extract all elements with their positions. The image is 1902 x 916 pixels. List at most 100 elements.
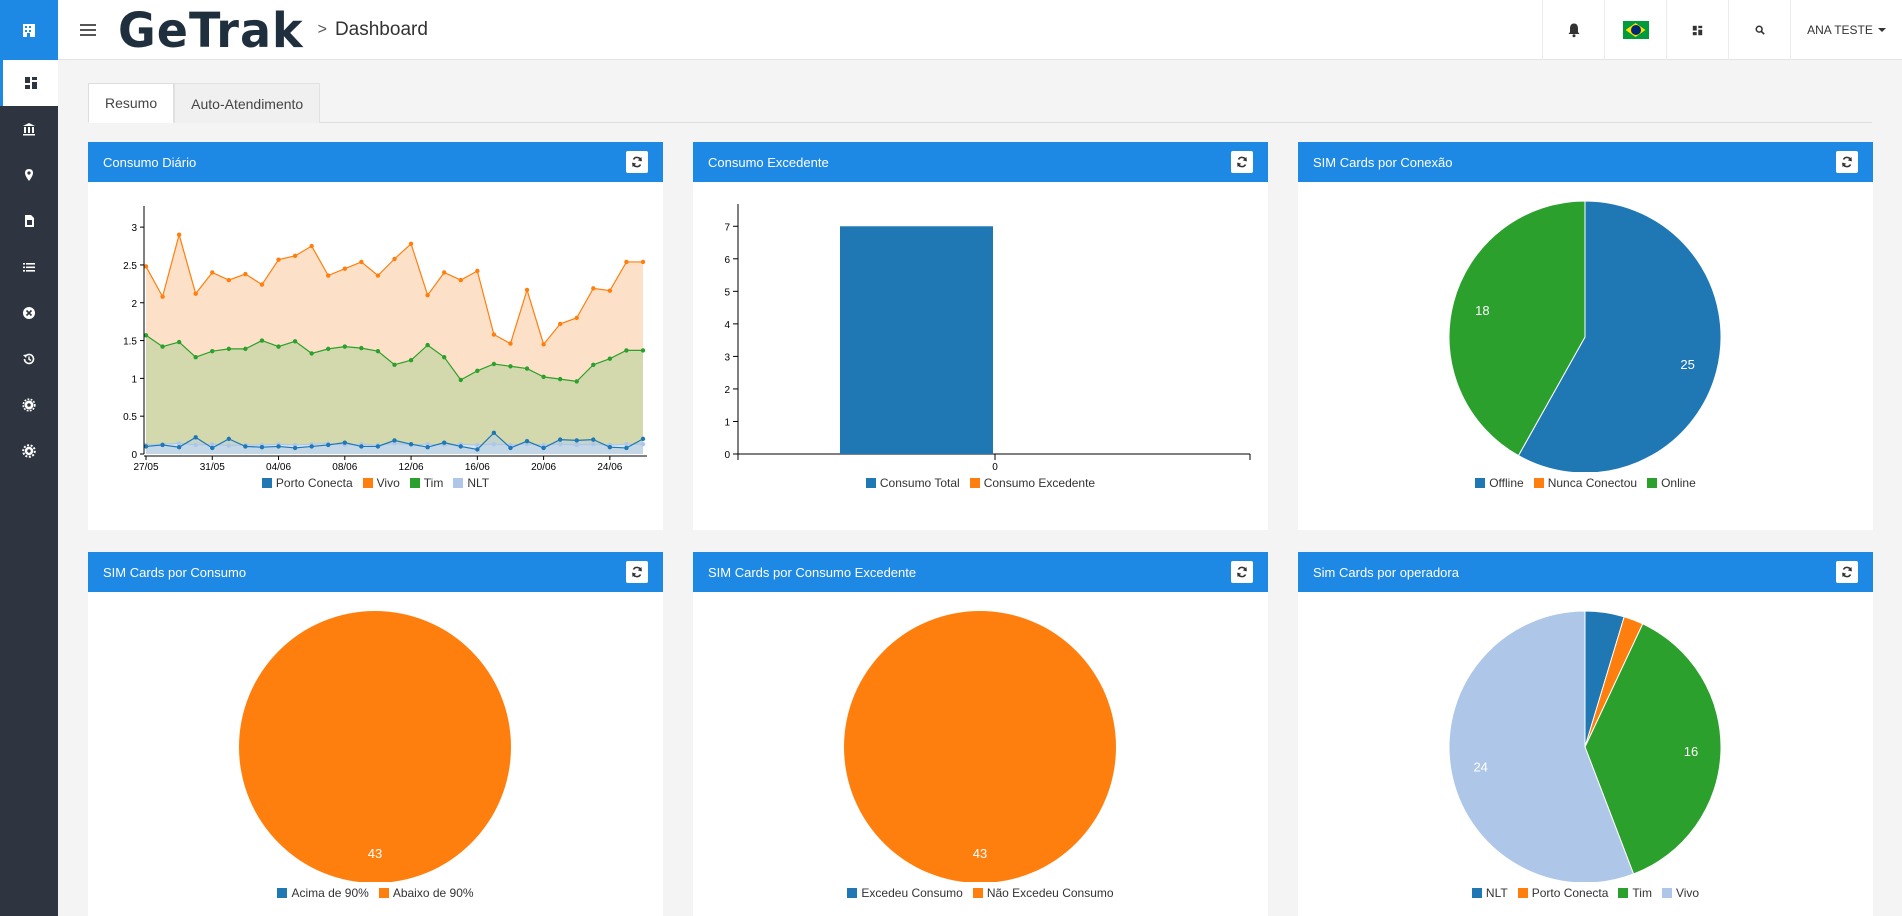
data-point [408, 441, 414, 447]
legend-item[interactable]: Excedeu Consumo [847, 886, 963, 900]
legend-item[interactable]: Online [1647, 476, 1696, 490]
data-point [375, 348, 381, 354]
data-point [458, 377, 463, 383]
data-point [176, 444, 182, 450]
x-tick-label: 12/06 [399, 462, 424, 473]
x-tick-label: 24/06 [597, 462, 622, 473]
pie-slice-offline [1517, 200, 1722, 472]
data-point [425, 292, 430, 298]
search-icon [1755, 25, 1765, 35]
y-tick-label: 1 [724, 417, 730, 428]
data-point [607, 356, 613, 361]
legend-item[interactable]: Offline [1475, 476, 1524, 490]
data-point [574, 442, 579, 448]
data-point [276, 444, 281, 449]
search-button[interactable] [1728, 0, 1790, 60]
data-point [193, 435, 198, 440]
data-point [475, 368, 480, 374]
gear-icon [22, 444, 36, 458]
data-point [143, 444, 149, 449]
legend-item[interactable]: NLT [453, 476, 489, 490]
refresh-button[interactable] [626, 561, 648, 583]
sidebar-logo[interactable] [0, 0, 58, 60]
data-point [508, 445, 513, 451]
refresh-button[interactable] [626, 151, 648, 173]
data-point [226, 443, 232, 448]
breadcrumb: Dashboard [334, 18, 428, 40]
sidebar-item-dashboard[interactable] [0, 60, 58, 106]
data-point [624, 348, 629, 353]
refresh-button[interactable] [1836, 561, 1858, 583]
tab-resumo[interactable]: Resumo [88, 83, 175, 123]
data-point [591, 441, 596, 447]
user-menu[interactable]: ANA TESTE [1790, 0, 1902, 60]
refresh-icon [1842, 156, 1852, 168]
data-point [309, 243, 314, 249]
sidebar-item-simcard[interactable] [0, 198, 58, 244]
tab-bar: Resumo Auto-Atendimento [88, 83, 1872, 123]
data-point [392, 438, 397, 443]
data-point [342, 440, 347, 445]
x-tick-label: 31/05 [200, 462, 225, 473]
data-point [292, 442, 298, 448]
legend-item[interactable]: Nunca Conectou [1533, 476, 1637, 490]
data-point [591, 286, 596, 291]
refresh-button[interactable] [1231, 151, 1253, 173]
data-point [425, 441, 430, 447]
data-point [557, 437, 563, 442]
x-tick-label: 16/06 [465, 462, 490, 473]
legend-item[interactable]: Abaixo de 90% [378, 886, 474, 900]
sidebar-item-settings[interactable] [0, 428, 58, 474]
pie-slice-vivo [1448, 610, 1635, 882]
data-point [524, 441, 530, 447]
refresh-button[interactable] [1231, 561, 1253, 583]
legend-item[interactable]: Vivo [1661, 886, 1699, 900]
data-point [541, 442, 546, 448]
refresh-button[interactable] [1836, 151, 1858, 173]
data-point [259, 282, 265, 287]
legend-item[interactable]: Porto Conecta [1517, 886, 1608, 900]
legend-item[interactable]: Vivo [362, 476, 400, 490]
data-point [442, 440, 447, 445]
data-point [309, 444, 314, 449]
data-point [375, 273, 381, 278]
tab-auto-atendimento[interactable]: Auto-Atendimento [174, 83, 321, 123]
sidebar-item-history[interactable] [0, 336, 58, 382]
sidebar [0, 0, 58, 916]
legend-item[interactable]: Acima de 90% [277, 886, 369, 900]
y-tick-label: 2 [724, 385, 730, 396]
map-marker-icon [25, 169, 33, 181]
language-button[interactable] [1604, 0, 1666, 60]
data-point [574, 379, 579, 384]
data-point [342, 266, 347, 271]
sidebar-item-cog[interactable] [0, 382, 58, 428]
notifications-button[interactable] [1542, 0, 1604, 60]
sidebar-item-bank[interactable] [0, 106, 58, 152]
apps-button[interactable] [1666, 0, 1728, 60]
data-point [425, 444, 430, 450]
slice-label: 18 [1475, 303, 1489, 318]
data-point [442, 270, 447, 275]
breadcrumb-separator: > [317, 20, 327, 38]
panel-title: SIM Cards por Conexão [1313, 154, 1453, 170]
brand-logo[interactable]: GeTrak [118, 1, 304, 58]
sidebar-item-list[interactable] [0, 244, 58, 290]
slice-label: 24 [1473, 759, 1487, 774]
y-tick-label: 3 [724, 352, 730, 363]
legend-item[interactable]: Não Excedeu Consumo [972, 886, 1114, 900]
data-point [210, 348, 215, 354]
legend-item[interactable]: Tim [1618, 886, 1652, 900]
panel-title: Sim Cards por operadora [1313, 564, 1459, 580]
legend-item[interactable]: Porto Conecta [261, 476, 353, 490]
legend-item[interactable]: Tim [409, 476, 443, 490]
data-point [458, 277, 463, 283]
sidebar-item-location[interactable] [0, 152, 58, 198]
sidebar-item-blocked[interactable] [0, 290, 58, 336]
data-point [607, 288, 613, 293]
data-point [243, 346, 248, 352]
legend-item[interactable]: Consumo Total [865, 476, 960, 490]
menu-toggle-button[interactable] [58, 0, 118, 60]
legend-item[interactable]: Consumo Excedente [969, 476, 1095, 490]
y-tick-label: 7 [724, 222, 730, 233]
legend-item[interactable]: NLT [1471, 886, 1508, 900]
